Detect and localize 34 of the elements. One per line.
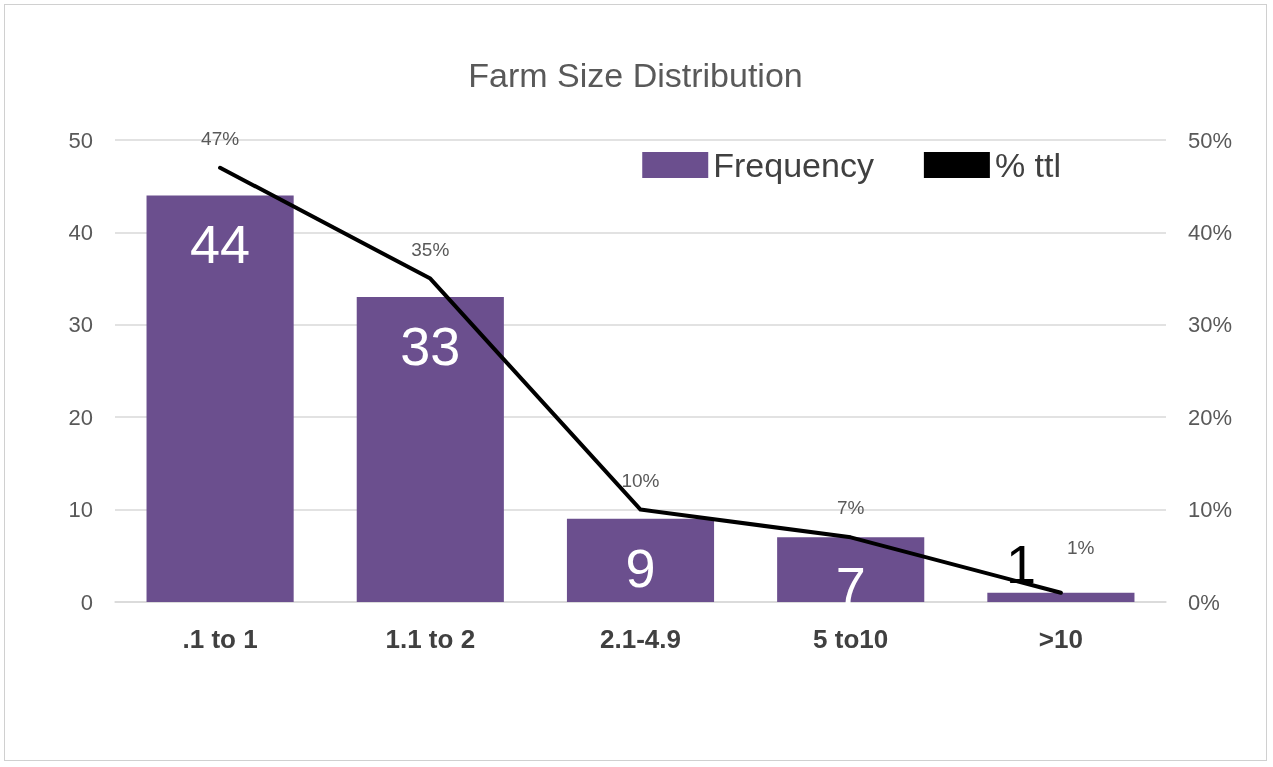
y-tick-label: 20	[68, 404, 93, 430]
data-label: 1%	[1066, 537, 1095, 559]
y-tick-label: 40	[68, 219, 93, 245]
y-tick-label: 0	[80, 589, 93, 615]
y2-tick-label: 20%	[1188, 404, 1233, 430]
data-label: 10%	[621, 469, 660, 491]
x-tick-label: >10	[1038, 624, 1083, 654]
data-label: 33	[400, 316, 461, 377]
legend-label: Frequency	[713, 146, 874, 184]
y-tick-label: 10	[68, 497, 93, 523]
bar	[146, 195, 294, 602]
y2-tick-label: 30%	[1188, 312, 1233, 338]
y2-tick-label: 10%	[1188, 497, 1233, 523]
y2-tick-label: 40%	[1188, 219, 1233, 245]
legend-label: % ttl	[994, 146, 1061, 184]
y2-tick-label: 50%	[1188, 127, 1233, 153]
data-label: 35%	[411, 238, 450, 260]
chart-title: Farm Size Distribution	[468, 56, 803, 94]
data-label: 44	[190, 214, 251, 275]
bar	[777, 537, 925, 602]
x-tick-label: 5 to10	[813, 624, 889, 654]
y-tick-label: 50	[68, 127, 93, 153]
bar	[987, 592, 1135, 602]
x-tick-label: .1 to 1	[182, 624, 258, 654]
data-label: 9	[625, 537, 656, 598]
data-label: 7%	[836, 497, 865, 519]
data-label: 7	[835, 556, 866, 617]
y-tick-label: 30	[68, 312, 93, 338]
y2-tick-label: 0%	[1188, 589, 1220, 615]
data-label: 47%	[201, 127, 240, 149]
bar	[566, 518, 715, 602]
bar	[356, 297, 504, 602]
x-tick-label: 2.1-4.9	[600, 624, 681, 654]
x-tick-label: 1.1 to 2	[385, 624, 476, 654]
